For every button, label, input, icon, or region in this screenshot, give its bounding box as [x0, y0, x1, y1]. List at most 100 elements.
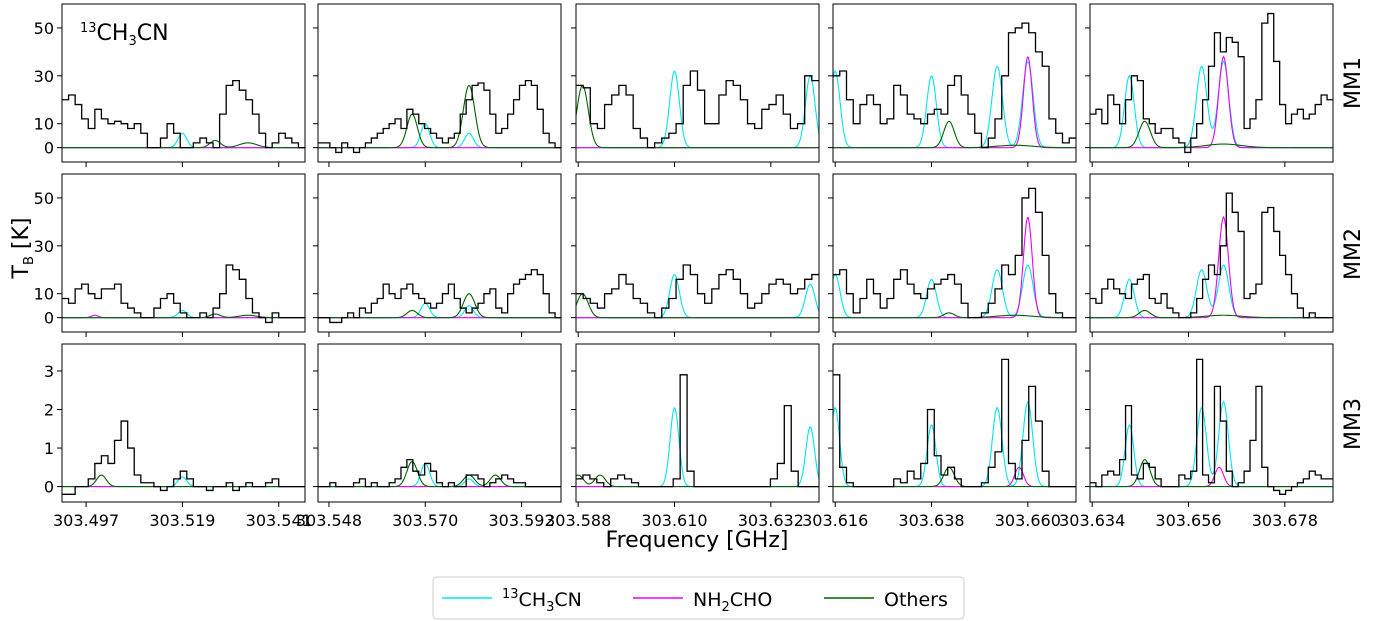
panel-content [318, 269, 561, 324]
row-label-mm1: MM1 [1341, 57, 1366, 109]
x-tick-label: 303.638 [898, 511, 964, 530]
x-tick-label: 303.678 [1252, 511, 1318, 530]
y-axis-label: TB [K] [9, 218, 37, 280]
panel-frame [61, 173, 306, 333]
model-curve-c13 [833, 264, 1076, 319]
observed-spectrum [318, 269, 561, 324]
y-tick-label: 2 [44, 401, 54, 420]
model-curve-c13 [318, 302, 561, 319]
x-tick-label: 303.660 [995, 511, 1061, 530]
panel-content [62, 420, 305, 495]
observed-spectrum [318, 79, 561, 154]
panel-content [318, 79, 561, 154]
panel-content [1090, 12, 1333, 154]
model-curve-others [576, 293, 819, 319]
observed-spectrum [62, 264, 305, 324]
y-tick-label: 30 [34, 67, 54, 86]
panel-content [576, 70, 819, 149]
model-curve-nh2cho [833, 216, 1076, 319]
model-curve-nh2cho [1090, 466, 1333, 488]
panel-content [62, 79, 305, 149]
y-tick-label: 50 [34, 189, 54, 208]
x-tick-label: 303.616 [802, 511, 868, 530]
model-curve-nh2cho [1090, 215, 1333, 319]
panel-content [62, 264, 305, 324]
legend-label-13ch3cn: 13CH3CN [502, 587, 582, 615]
panel-frame [317, 343, 562, 503]
panel-mm3-col2: 303.548 303.570 303.592 [296, 343, 562, 530]
x-tick-label: 303.610 [641, 511, 707, 530]
panel-content [1090, 358, 1333, 495]
panel-frame [575, 173, 820, 333]
observed-spectrum [1090, 192, 1333, 319]
panel-mm1-col2 [313, 3, 562, 167]
model-curve-others [833, 120, 1076, 149]
y-tick-label: 3 [44, 362, 54, 381]
panel-frame [575, 343, 820, 503]
panel-title: 13CH3CN [80, 21, 169, 49]
model-curve-others [318, 460, 561, 488]
legend: 13CH3CN NH2CHO Others [432, 576, 965, 620]
x-tick-label: 303.592 [489, 511, 555, 530]
panel-mm2-col4 [828, 173, 1077, 337]
y-tick-label: 10 [34, 285, 54, 304]
y-tick-label: 50 [34, 19, 54, 38]
panel-content [576, 264, 819, 319]
panel-mm2-col3 [571, 173, 820, 337]
panel-frame [317, 173, 562, 333]
row-label-mm3: MM3 [1341, 398, 1366, 450]
x-tick-label: 303.541 [246, 511, 312, 530]
observed-spectrum [833, 22, 1076, 149]
observed-spectrum [576, 374, 819, 488]
legend-label-nh2cho: NH2CHO [693, 589, 772, 615]
y-tick-label: 0 [44, 139, 54, 158]
panel-frame [832, 343, 1077, 503]
panel-mm1-col3 [571, 3, 820, 167]
x-tick-label: 303.588 [545, 511, 611, 530]
panel-frame [61, 343, 306, 503]
panel-mm1-col4 [828, 3, 1077, 167]
row-label-mm2: MM2 [1341, 228, 1366, 280]
model-curve-c13 [62, 476, 305, 488]
observed-spectrum [62, 79, 305, 149]
model-curve-others [833, 312, 1076, 319]
panel-content [318, 458, 561, 488]
panel-mm3-col3: 303.588 303.610 303.632 [545, 343, 820, 530]
panel-mm1-col1: 0 10 30 50 [34, 3, 306, 167]
y-tick-label: 30 [34, 237, 54, 256]
panel-frame [575, 3, 820, 163]
model-curve-others [62, 139, 305, 149]
model-curve-others [1090, 120, 1333, 149]
y-tick-label: 0 [44, 478, 54, 497]
model-curve-c13 [62, 132, 305, 149]
panel-content [833, 22, 1076, 149]
observed-spectrum [62, 420, 305, 495]
panel-content [1090, 192, 1333, 319]
panel-frame [1089, 173, 1334, 333]
y-tick-label: 1 [44, 439, 54, 458]
panel-content [833, 187, 1076, 319]
panel-mm3-col1: 0 1 2 3 303.497 303.519 303.541 [44, 343, 312, 530]
x-tick-label: 303.656 [1155, 511, 1221, 530]
panel-frame [1089, 343, 1334, 503]
legend-frame [432, 576, 965, 620]
panel-content [833, 358, 1076, 488]
observed-spectrum [576, 70, 819, 149]
x-tick-label: 303.497 [53, 511, 119, 530]
model-curve-others [318, 293, 561, 319]
model-curve-c13 [1090, 400, 1333, 488]
observed-spectrum [1090, 12, 1333, 154]
model-curve-c13 [1090, 264, 1333, 319]
y-tick-label: 10 [34, 115, 54, 134]
observed-spectrum [318, 458, 561, 488]
model-curve-nh2cho [1090, 55, 1333, 149]
observed-spectrum [833, 187, 1076, 319]
x-tick-label: 303.570 [392, 511, 458, 530]
panel-mm2-col2 [313, 173, 562, 337]
panel-frame [832, 173, 1077, 333]
observed-spectrum [1090, 358, 1333, 495]
panel-content [576, 374, 819, 488]
panel-frame [61, 3, 306, 163]
legend-label-others: Others [884, 589, 948, 611]
